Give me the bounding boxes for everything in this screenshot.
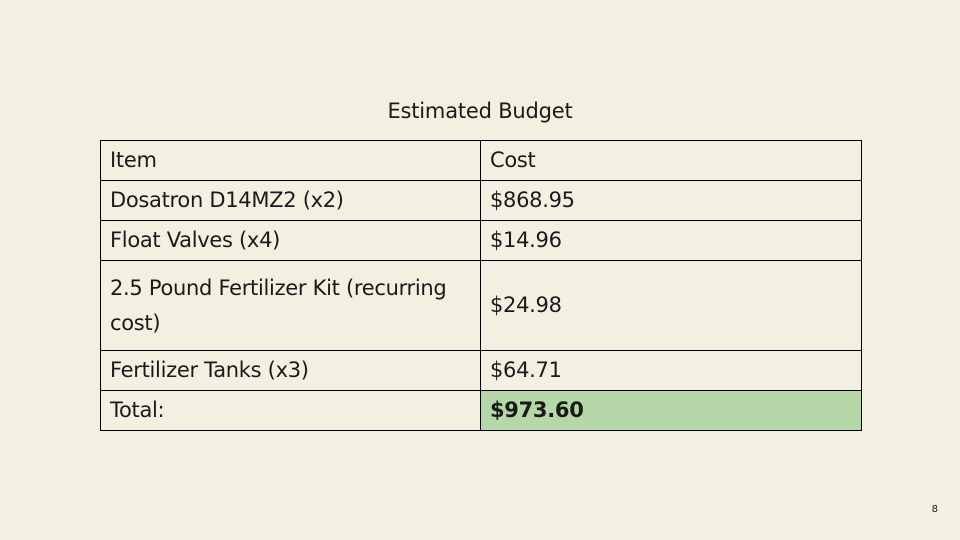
cost-cell: $64.71 xyxy=(480,350,862,391)
item-cell: Dosatron D14MZ2 (x2) xyxy=(100,180,481,221)
cost-cell: $24.98 xyxy=(480,260,862,351)
item-cell: Fertilizer Tanks (x3) xyxy=(100,350,481,391)
item-cell: Float Valves (x4) xyxy=(100,220,481,261)
header-cost: Cost xyxy=(480,140,862,181)
total-cost: $973.60 xyxy=(480,390,862,431)
table-row: Dosatron D14MZ2 (x2) $868.95 xyxy=(100,180,862,221)
total-label: Total: xyxy=(100,390,481,431)
budget-table: Item Cost Dosatron D14MZ2 (x2) $868.95 F… xyxy=(100,140,862,431)
table-row: Fertilizer Tanks (x3) $64.71 xyxy=(100,350,862,391)
total-row: Total: $973.60 xyxy=(100,390,862,431)
page-number: 8 xyxy=(931,504,938,515)
item-cell: 2.5 Pound Fertilizer Kit (recurring cost… xyxy=(100,260,481,351)
table-row: Float Valves (x4) $14.96 xyxy=(100,220,862,261)
cost-cell: $868.95 xyxy=(480,180,862,221)
slide-title: Estimated Budget xyxy=(387,99,573,123)
header-item: Item xyxy=(100,140,481,181)
table-header-row: Item Cost xyxy=(100,140,862,181)
cost-cell: $14.96 xyxy=(480,220,862,261)
table-row: 2.5 Pound Fertilizer Kit (recurring cost… xyxy=(100,260,862,351)
